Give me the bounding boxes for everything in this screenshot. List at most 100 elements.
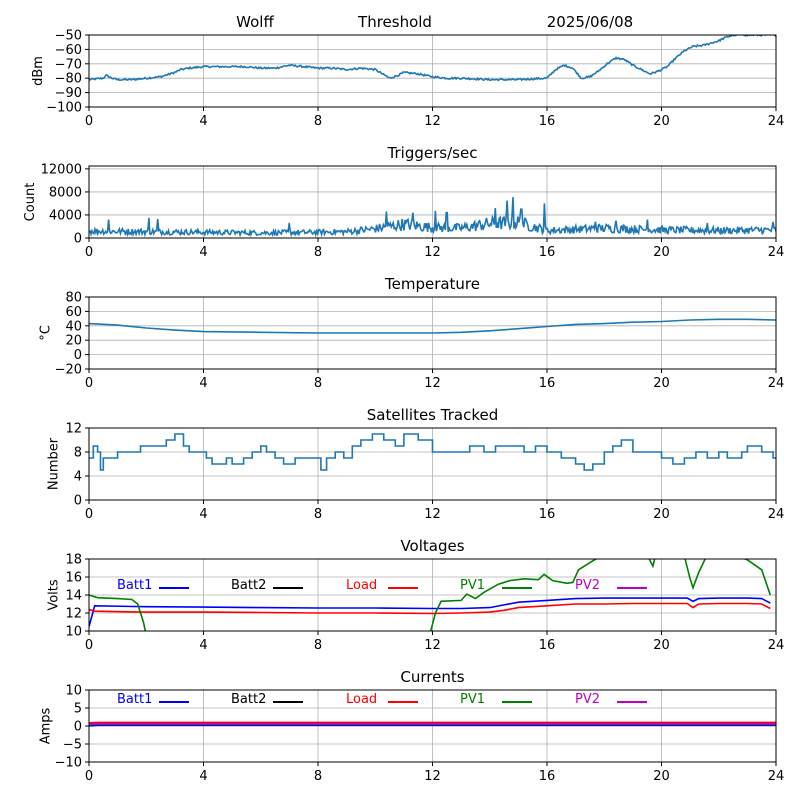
series-line (89, 197, 776, 238)
x-tick-label: 8 (314, 638, 322, 653)
x-tick-label: 12 (424, 507, 441, 522)
series-line-batt1 (89, 724, 776, 727)
y-tick-label: 12 (65, 422, 82, 437)
header-mode: Threshold (357, 13, 432, 31)
x-tick-label: 24 (768, 245, 785, 260)
x-tick-label: 16 (539, 638, 556, 653)
y-tick-label: 0 (74, 348, 82, 363)
x-tick-label: 4 (199, 507, 207, 522)
panel-title: Voltages (400, 537, 464, 555)
x-tick-label: 4 (199, 638, 207, 653)
x-tick-label: 8 (314, 507, 322, 522)
panel-currents: Batt1 Batt2 Load PV1 PV2 0 4 8 12 16 20 24 −10 −5 0 5 10… (39, 668, 785, 784)
x-tick-label: 12 (424, 245, 441, 260)
legend-label-pv2: PV2 (575, 578, 600, 593)
header-date: 2025/06/08 (547, 13, 633, 31)
x-tick-label: 12 (424, 114, 441, 129)
y-tick-label: −10 (55, 756, 82, 771)
y-tick-label: 12000 (41, 162, 82, 177)
x-tick-label: 24 (768, 376, 785, 391)
x-tick-label: 0 (85, 638, 93, 653)
header-station: Wolff (236, 13, 274, 31)
x-tick-label: 4 (199, 376, 207, 391)
panel-signal: 0 4 8 12 16 20 24 −100−90−80−70−60−50 dBm (31, 29, 784, 130)
legend-label-batt2: Batt2 (231, 692, 266, 707)
y-tick-label: −50 (55, 29, 82, 44)
y-tick-label: 60 (65, 305, 82, 320)
x-tick-label: 16 (539, 245, 556, 260)
y-axis-label: Number (46, 437, 61, 490)
legend-label-load: Load (346, 578, 377, 593)
y-tick-label: 14 (65, 589, 82, 604)
x-tick-label: 12 (424, 376, 441, 391)
panel-title: Currents (400, 668, 464, 686)
y-tick-label: 8 (74, 446, 82, 461)
y-tick-label: 0 (74, 232, 82, 247)
x-tick-label: 8 (314, 769, 322, 784)
y-tick-label: −90 (55, 86, 82, 101)
x-tick-label: 24 (768, 769, 785, 784)
legend-label-batt2: Batt2 (231, 578, 266, 593)
y-tick-label: 5 (74, 702, 82, 717)
x-tick-label: 4 (199, 769, 207, 784)
x-tick-label: 20 (653, 769, 670, 784)
panel-title: Temperature (384, 275, 480, 293)
legend-label-load: Load (346, 692, 377, 707)
y-tick-label: 16 (65, 571, 82, 586)
y-axis-label: Volts (46, 579, 61, 611)
y-tick-label: 10 (65, 625, 82, 640)
x-tick-label: 20 (653, 114, 670, 129)
panel-title: Satellites Tracked (367, 406, 498, 424)
y-tick-label: −60 (55, 43, 82, 58)
x-tick-label: 20 (653, 376, 670, 391)
y-tick-label: 80 (65, 291, 82, 306)
x-tick-label: 4 (199, 245, 207, 260)
x-tick-label: 24 (768, 114, 785, 129)
y-axis-label: Count (23, 183, 38, 222)
x-tick-label: 16 (539, 769, 556, 784)
series-line (89, 318, 776, 334)
panel-voltages: Batt1 Batt2 Load PV1 PV2 0 4 8 12 16 20 24 10 12 14 16 1… (46, 537, 784, 653)
x-tick-label: 16 (539, 376, 556, 391)
x-tick-label: 24 (768, 507, 785, 522)
x-tick-label: 0 (85, 245, 93, 260)
y-tick-label: 4000 (49, 208, 82, 223)
series-line (89, 433, 776, 471)
y-tick-label: 40 (65, 319, 82, 334)
panel-title: Triggers/sec (387, 144, 478, 162)
y-tick-label: −70 (55, 57, 82, 72)
y-tick-label: 0 (74, 494, 82, 509)
x-tick-label: 8 (314, 245, 322, 260)
y-tick-label: 4 (74, 470, 82, 485)
legend-label-batt1: Batt1 (117, 692, 152, 707)
panel-satellites: 0 4 8 12 16 20 24 0 4 8 12 Satellites Tracked Number (46, 406, 784, 522)
y-tick-label: −5 (63, 738, 82, 753)
x-tick-label: 12 (424, 769, 441, 784)
y-tick-label: 10 (65, 684, 82, 699)
x-tick-label: 0 (85, 507, 93, 522)
legend-label-batt1: Batt1 (117, 578, 152, 593)
series-line-load (89, 602, 771, 615)
y-tick-label: −20 (55, 363, 82, 378)
y-tick-label: −100 (46, 101, 82, 116)
x-tick-label: 0 (85, 769, 93, 784)
x-tick-label: 8 (314, 376, 322, 391)
y-tick-label: 12 (65, 607, 82, 622)
x-tick-label: 20 (653, 638, 670, 653)
x-tick-label: 8 (314, 114, 322, 129)
y-tick-label: 8000 (49, 185, 82, 200)
series-line (89, 35, 776, 82)
series-line-pv1 (89, 559, 772, 631)
x-tick-label: 20 (653, 245, 670, 260)
x-tick-label: 16 (539, 507, 556, 522)
y-tick-label: 20 (65, 334, 82, 349)
y-tick-label: 18 (65, 553, 82, 568)
legend-label-pv1: PV1 (460, 578, 485, 593)
x-tick-label: 4 (199, 114, 207, 129)
legend-label-pv1: PV1 (460, 692, 485, 707)
x-tick-label: 0 (85, 114, 93, 129)
